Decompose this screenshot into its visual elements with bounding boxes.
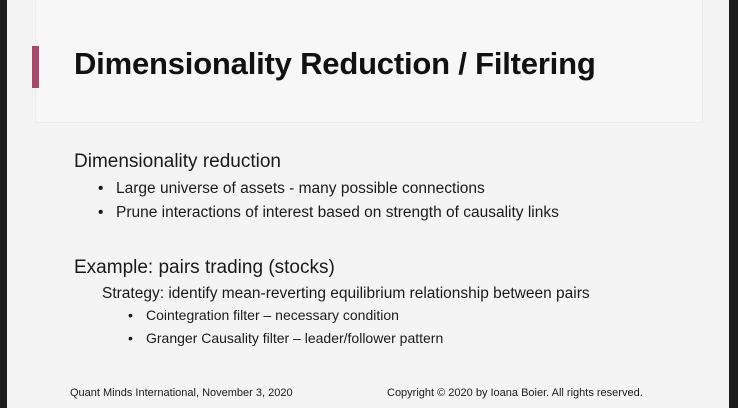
sub-bullet-item: • Cointegration filter – necessary condit… xyxy=(128,307,399,323)
bullet-item: • Large universe of assets - many possibl… xyxy=(98,180,485,198)
bullet-marker: • xyxy=(128,330,133,346)
footer-copyright: Copyright © 2020 by Ioana Boier. All rig… xyxy=(387,387,643,399)
section-heading-dimensionality: Dimensionality reduction xyxy=(74,151,281,172)
strategy-line: Strategy: identify mean-reverting equili… xyxy=(102,285,590,302)
bullet-text: Large universe of assets - many possible… xyxy=(116,180,485,197)
bullet-text: Cointegration filter – necessary conditi… xyxy=(146,307,399,323)
bullet-text: Prune interactions of interest based on … xyxy=(116,204,559,221)
bullet-marker: • xyxy=(98,204,104,221)
bullet-item: • Prune interactions of interest based on… xyxy=(98,204,559,222)
footer-left: Quant Minds International, November 3, 2… xyxy=(70,387,293,399)
section-heading-example: Example: pairs trading (stocks) xyxy=(74,257,335,278)
bullet-text: Granger Causality filter – leader/follow… xyxy=(146,330,444,346)
video-frame-edge xyxy=(729,0,738,408)
title-panel xyxy=(35,0,703,123)
bullet-marker: • xyxy=(128,307,133,323)
title-accent-bar xyxy=(32,46,39,88)
sub-bullet-item: • Granger Causality filter – leader/follo… xyxy=(128,330,443,346)
slide-title: Dimensionality Reduction / Filtering xyxy=(74,46,596,81)
slide: Dimensionality Reduction / Filtering Dim… xyxy=(7,0,729,408)
bullet-marker: • xyxy=(98,180,104,197)
